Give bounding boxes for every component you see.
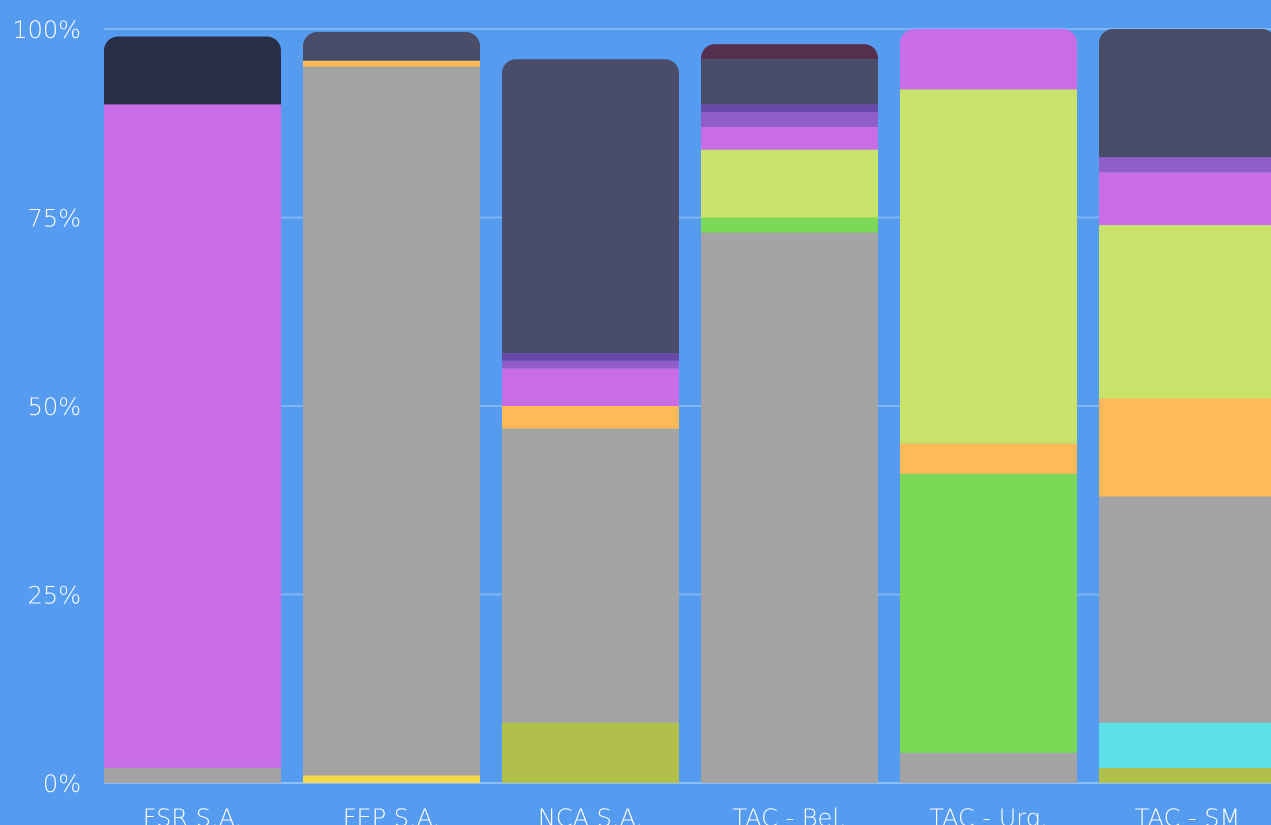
bar-segment-5-3[interactable] <box>1099 496 1271 723</box>
bar-segment-0-7[interactable] <box>104 104 281 768</box>
bar-segment-5-2[interactable] <box>1099 722 1271 768</box>
y-tick-label: 75% <box>28 205 81 233</box>
y-tick-label: 50% <box>28 393 81 421</box>
x-category-label: FEP S.A. <box>343 804 441 825</box>
bar-segment-2-3[interactable] <box>502 428 679 723</box>
x-category-label: NCA S.A. <box>538 804 643 825</box>
bar-segment-5-10[interactable] <box>1099 29 1271 158</box>
bar-stack-1 <box>303 32 480 783</box>
bar-stack-4 <box>900 29 1077 783</box>
bar-segment-1-5[interactable] <box>303 60 480 67</box>
x-category-label: FSR S.A. <box>143 804 242 825</box>
bar-segment-2-0[interactable] <box>502 722 679 783</box>
bar-segment-4-5[interactable] <box>900 443 1077 474</box>
bar-segment-2-9[interactable] <box>502 353 679 361</box>
bar-segment-1-10[interactable] <box>303 32 480 61</box>
bar-segment-0-12[interactable] <box>104 36 281 105</box>
bar-segment-5-5[interactable] <box>1099 398 1271 497</box>
bar-segments <box>701 44 878 783</box>
bar-stack-2 <box>502 59 679 783</box>
x-axis-category-labels: FSR S.A. FEP S.A. NCA S.A. TAC - Bel. TAC - … <box>143 804 1240 825</box>
bar-segment-5-6[interactable] <box>1099 225 1271 399</box>
bar-segment-2-10[interactable] <box>502 59 679 354</box>
bars <box>104 29 1271 783</box>
bar-segment-1-3[interactable] <box>303 66 480 776</box>
y-axis-tick-labels: 0% 25% 50% 75% 100% <box>12 16 81 798</box>
bar-segment-5-8[interactable] <box>1099 157 1271 173</box>
y-tick-label: 25% <box>28 582 81 610</box>
bar-stack-5 <box>1099 29 1271 783</box>
bar-segments <box>303 32 480 783</box>
bar-segment-3-11[interactable] <box>701 44 878 60</box>
x-category-label: TAC - Bel. <box>732 804 846 825</box>
bar-segment-4-7[interactable] <box>900 29 1077 90</box>
y-tick-label: 100% <box>12 16 81 44</box>
bar-segments <box>900 29 1077 783</box>
bar-segment-1-1[interactable] <box>303 775 480 783</box>
bar-segment-3-7[interactable] <box>701 127 878 150</box>
bar-segment-3-9[interactable] <box>701 104 878 112</box>
bar-stack-0 <box>104 36 281 783</box>
bar-segment-5-0[interactable] <box>1099 767 1271 783</box>
bar-segment-3-6[interactable] <box>701 149 878 218</box>
bar-segment-2-7[interactable] <box>502 368 679 406</box>
bar-segments <box>104 36 281 783</box>
bar-segments <box>1099 29 1271 783</box>
bar-segment-4-4[interactable] <box>900 473 1077 753</box>
bar-segment-3-8[interactable] <box>701 111 878 128</box>
bar-stack-3 <box>701 44 878 783</box>
bar-segment-5-7[interactable] <box>1099 172 1271 226</box>
bar-segment-2-5[interactable] <box>502 406 679 429</box>
bar-segment-4-3[interactable] <box>900 752 1077 783</box>
bar-segment-3-4[interactable] <box>701 217 878 233</box>
x-category-label: TAC - Urg. <box>929 804 1048 825</box>
bar-segment-3-3[interactable] <box>701 232 878 783</box>
bar-segment-3-10[interactable] <box>701 59 878 105</box>
bar-segment-2-8[interactable] <box>502 360 679 369</box>
bar-segments <box>502 59 679 783</box>
bar-segment-4-6[interactable] <box>900 89 1077 444</box>
bar-segment-0-3[interactable] <box>104 767 281 783</box>
y-tick-label: 0% <box>43 770 81 798</box>
x-category-label: TAC - SM <box>1135 804 1240 825</box>
